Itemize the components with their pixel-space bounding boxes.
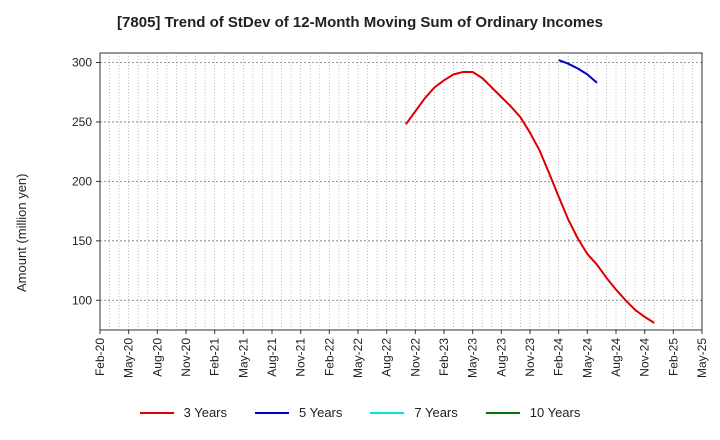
x-tick-label: May-21 (236, 338, 250, 378)
y-tick-label: 150 (72, 234, 92, 248)
y-tick-label: 250 (72, 115, 92, 129)
x-tick-label: Feb-24 (552, 338, 566, 376)
y-tick-label: 300 (72, 56, 92, 70)
x-tick-label: Feb-25 (666, 338, 680, 376)
x-tick-label: Feb-20 (93, 338, 107, 376)
x-tick-label: May-25 (695, 338, 709, 378)
x-tick-label: May-20 (122, 338, 136, 378)
series-lines (404, 59, 655, 324)
legend-swatch (370, 411, 405, 414)
x-tick-label: Aug-22 (380, 338, 394, 377)
x-tick-label: Feb-22 (322, 338, 336, 376)
legend-label: 5 Years (299, 405, 343, 420)
legend-item: 10 Years (485, 405, 581, 420)
legend-swatch (255, 411, 289, 414)
legend-swatch (485, 411, 520, 414)
legend-label: 3 Years (183, 405, 227, 420)
x-tick-label: Nov-20 (179, 338, 193, 377)
series-line-3-years (404, 71, 655, 324)
legend-item: 7 Years (370, 405, 458, 420)
x-tick-label: Feb-21 (208, 338, 222, 376)
legend: 3 Years 5 Years 7 Years 10 Years (0, 405, 720, 420)
x-tick-label: Aug-20 (150, 338, 164, 377)
x-tick-label: May-23 (466, 338, 480, 378)
plot-area (99, 52, 703, 331)
x-tick-label: Nov-22 (408, 338, 422, 377)
legend-item: 3 Years (139, 405, 227, 420)
x-tick-label: May-24 (580, 338, 594, 378)
x-tick-label: May-22 (351, 338, 365, 378)
y-axis-ticks: 100 150 200 250 300 (72, 56, 100, 307)
x-tick-label: Nov-21 (294, 338, 308, 377)
grid-lines (99, 53, 703, 330)
legend-item: 5 Years (255, 405, 342, 420)
series-line-5-years (558, 59, 598, 84)
y-tick-label: 100 (72, 293, 92, 307)
legend-label: 10 Years (529, 405, 581, 420)
x-tick-label: Aug-21 (265, 338, 279, 377)
legend-label: 7 Years (414, 405, 458, 420)
x-tick-label: Aug-24 (609, 338, 623, 377)
x-tick-label: Nov-23 (523, 338, 537, 377)
chart-title: [7805] Trend of StDev of 12-Month Moving… (117, 14, 603, 31)
y-tick-label: 200 (72, 174, 92, 188)
x-tick-label: Aug-23 (494, 338, 508, 377)
x-axis-ticks: Feb-20 May-20 Aug-20 Nov-20 Feb-21 May-21 Aug-… (93, 330, 709, 378)
x-tick-label: Feb-23 (437, 338, 451, 376)
x-tick-label: Nov-24 (638, 338, 652, 377)
legend-swatch (139, 411, 174, 414)
